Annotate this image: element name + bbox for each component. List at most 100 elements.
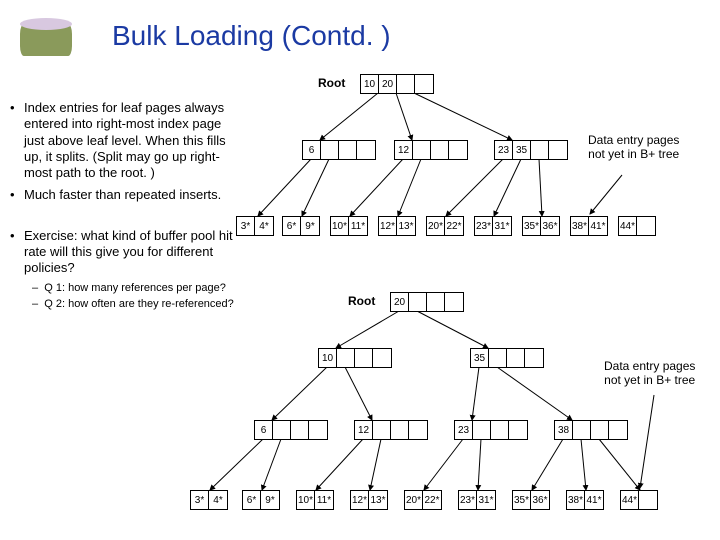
- node-cell: 12*: [379, 217, 397, 235]
- node-cell: [489, 349, 507, 367]
- node-cell: 23: [455, 421, 473, 439]
- node-cell: 11*: [315, 491, 333, 509]
- node-cell: 23*: [459, 491, 477, 509]
- node-cell: [409, 293, 427, 311]
- caption-bottom: Data entry pagesnot yet in B+ tree: [604, 360, 695, 388]
- node-cell: 3*: [237, 217, 255, 235]
- leaf-node: 3*4*: [236, 216, 274, 236]
- leaf-node: 3*4*: [190, 490, 228, 510]
- node-cell: [507, 349, 525, 367]
- node-cell: 3*: [191, 491, 209, 509]
- node-cell: [413, 141, 431, 159]
- node-cell: [321, 141, 339, 159]
- node-cell: [291, 421, 309, 439]
- sub-questions: – Q 1: how many references per page?– Q …: [32, 282, 238, 312]
- leaf-node: 6*9*: [282, 216, 320, 236]
- node-cell: 6: [255, 421, 273, 439]
- node-cell: [357, 141, 375, 159]
- node-cell: [373, 349, 391, 367]
- index-node: 2335: [494, 140, 568, 160]
- node-cell: [449, 141, 467, 159]
- index-node: 38: [554, 420, 628, 440]
- leaf-node: 38*41*: [570, 216, 608, 236]
- node-cell: 22*: [445, 217, 463, 235]
- node-cell: [337, 349, 355, 367]
- node-cell: [427, 293, 445, 311]
- page-title: Bulk Loading (Contd. ): [112, 20, 391, 52]
- node-cell: 35: [471, 349, 489, 367]
- node-cell: [525, 349, 543, 367]
- node-cell: [609, 421, 627, 439]
- index-node: 12: [394, 140, 468, 160]
- leaf-node: 35*36*: [512, 490, 550, 510]
- node-cell: [491, 421, 509, 439]
- node-cell: 38: [555, 421, 573, 439]
- leaf-node: 10*11*: [296, 490, 334, 510]
- node-cell: [639, 491, 657, 509]
- node-cell: [509, 421, 527, 439]
- index-node: 6: [302, 140, 376, 160]
- node-cell: 20: [379, 75, 397, 93]
- index-node: 10: [318, 348, 392, 368]
- node-cell: [431, 141, 449, 159]
- node-cell: 36*: [531, 491, 549, 509]
- node-cell: [637, 217, 655, 235]
- node-cell: [397, 75, 415, 93]
- node-cell: 36*: [541, 217, 559, 235]
- node-cell: 13*: [369, 491, 387, 509]
- db-cylinder-icon: [20, 18, 72, 62]
- node-cell: [309, 421, 327, 439]
- node-cell: [473, 421, 491, 439]
- leaf-node: 23*31*: [474, 216, 512, 236]
- leaf-node: 12*13*: [350, 490, 388, 510]
- index-node: 23: [454, 420, 528, 440]
- node-cell: 44*: [621, 491, 639, 509]
- bullet-item: •Exercise: what kind of buffer pool hit …: [10, 228, 238, 277]
- index-node: 6: [254, 420, 328, 440]
- node-cell: [355, 349, 373, 367]
- node-cell: 23*: [475, 217, 493, 235]
- node-cell: 10*: [331, 217, 349, 235]
- node-cell: [531, 141, 549, 159]
- node-cell: 41*: [589, 217, 607, 235]
- index-node: 1020: [360, 74, 434, 94]
- index-node: 20: [390, 292, 464, 312]
- node-cell: 10: [319, 349, 337, 367]
- node-cell: [391, 421, 409, 439]
- node-cell: 4*: [209, 491, 227, 509]
- node-cell: 6*: [243, 491, 261, 509]
- node-cell: [273, 421, 291, 439]
- root-label-2: Root: [348, 294, 375, 308]
- node-cell: [573, 421, 591, 439]
- node-cell: 20: [391, 293, 409, 311]
- node-cell: 41*: [585, 491, 603, 509]
- node-cell: 12: [395, 141, 413, 159]
- node-cell: 20*: [405, 491, 423, 509]
- node-cell: 38*: [567, 491, 585, 509]
- node-cell: 9*: [261, 491, 279, 509]
- leaf-node: 38*41*: [566, 490, 604, 510]
- node-cell: 9*: [301, 217, 319, 235]
- index-node: 35: [470, 348, 544, 368]
- node-cell: 35*: [523, 217, 541, 235]
- root-label-1: Root: [318, 76, 345, 90]
- node-cell: [445, 293, 463, 311]
- node-cell: 10: [361, 75, 379, 93]
- node-cell: 31*: [477, 491, 495, 509]
- node-cell: [409, 421, 427, 439]
- caption-top: Data entry pagesnot yet in B+ tree: [588, 134, 679, 162]
- node-cell: 11*: [349, 217, 367, 235]
- node-cell: 12: [355, 421, 373, 439]
- node-cell: [415, 75, 433, 93]
- node-cell: 6: [303, 141, 321, 159]
- node-cell: [339, 141, 357, 159]
- node-cell: 20*: [427, 217, 445, 235]
- bullet-list: •Index entries for leaf pages always ent…: [10, 100, 238, 314]
- bullet-item: •Much faster than repeated inserts.: [10, 187, 238, 203]
- node-cell: 35*: [513, 491, 531, 509]
- index-node: 12: [354, 420, 428, 440]
- leaf-node: 10*11*: [330, 216, 368, 236]
- leaf-node: 12*13*: [378, 216, 416, 236]
- leaf-node: 44*: [618, 216, 656, 236]
- node-cell: [549, 141, 567, 159]
